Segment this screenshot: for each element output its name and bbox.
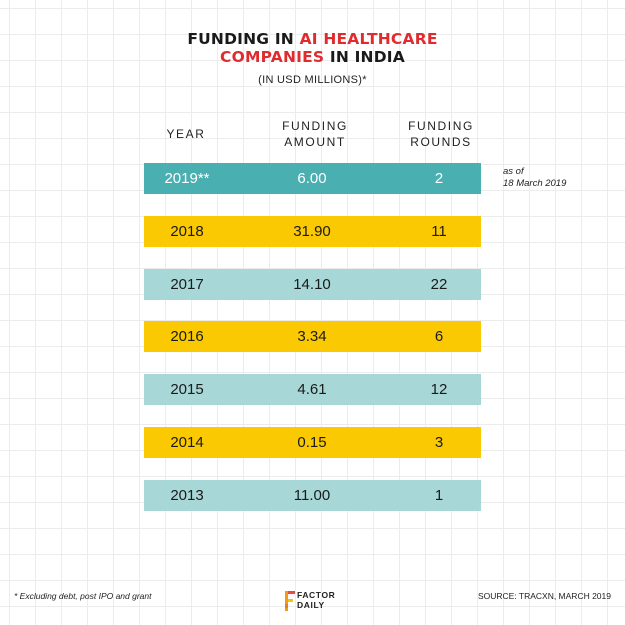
table-row: 2016 3.34 6 (144, 321, 481, 352)
as-of-note: as of 18 March 2019 (503, 166, 566, 190)
row-year: 2013 (170, 487, 204, 504)
row-funding-rounds: 3 (434, 434, 444, 451)
column-header-amount-line-2: AMOUNT (284, 135, 346, 149)
footnote: * Excluding debt, post IPO and grant (14, 591, 152, 601)
table-row: 2013 11.00 1 (144, 480, 481, 511)
logo-line-1: FACTOR (297, 590, 336, 600)
row-year: 2014 (170, 434, 204, 451)
row-funding-amount: 3.34 (297, 328, 327, 345)
row-funding-rounds: 2 (434, 170, 444, 187)
table-row: 2017 14.10 22 (144, 269, 481, 300)
column-header-rounds-line-1: FUNDING (408, 119, 474, 133)
row-year: 2019** (164, 170, 210, 187)
column-header-rounds: FUNDING ROUNDS (396, 118, 486, 150)
row-year: 2017 (170, 276, 204, 293)
row-funding-amount: 11.00 (293, 487, 331, 504)
title-line-2: COMPANIES IN INDIA (0, 48, 625, 66)
table-row: 2019** 6.00 2 (144, 163, 481, 194)
title-line-2-highlight: COMPANIES (220, 48, 325, 66)
factor-daily-logo-icon (285, 591, 295, 611)
column-header-amount: FUNDING AMOUNT (265, 118, 365, 150)
row-funding-rounds: 11 (431, 223, 447, 240)
table-row: 2018 31.90 11 (144, 216, 481, 247)
as-of-note-line-1: as of (503, 166, 524, 177)
title-line-2-suffix: IN INDIA (324, 48, 405, 66)
title-line-1-prefix: FUNDING IN (187, 30, 300, 48)
row-funding-rounds: 12 (430, 381, 448, 398)
row-year: 2016 (170, 328, 204, 345)
chart-subtitle: (IN USD MILLIONS)* (258, 74, 367, 86)
column-header-year: YEAR (166, 127, 206, 141)
column-header-amount-line-1: FUNDING (282, 119, 348, 133)
row-year: 2018 (170, 223, 204, 240)
column-header-rounds-line-2: ROUNDS (410, 135, 472, 149)
table-row: 2014 0.15 3 (144, 427, 481, 458)
title-line-1: FUNDING IN AI HEALTHCARE (0, 30, 625, 48)
chart-title: FUNDING IN AI HEALTHCARE COMPANIES IN IN… (0, 30, 625, 66)
row-funding-rounds: 6 (434, 328, 444, 345)
title-line-1-highlight: AI HEALTHCARE (299, 30, 438, 48)
row-funding-amount: 0.15 (297, 434, 327, 451)
row-funding-amount: 4.61 (297, 381, 327, 398)
row-funding-rounds: 1 (434, 487, 444, 504)
row-funding-amount: 14.10 (293, 276, 331, 293)
row-year: 2015 (170, 381, 204, 398)
table-row: 2015 4.61 12 (144, 374, 481, 405)
as-of-note-line-2: 18 March 2019 (503, 178, 567, 189)
logo-line-2: DAILY (297, 599, 325, 610)
factor-daily-logo: FACTOR DAILY (284, 590, 344, 612)
row-funding-amount: 6.00 (297, 170, 327, 187)
source-credit: SOURCE: TRACXN, MARCH 2019 (477, 591, 611, 601)
row-funding-amount: 31.90 (293, 223, 331, 240)
row-funding-rounds: 22 (430, 276, 448, 293)
factor-daily-logo-text: FACTOR DAILY (297, 590, 336, 610)
